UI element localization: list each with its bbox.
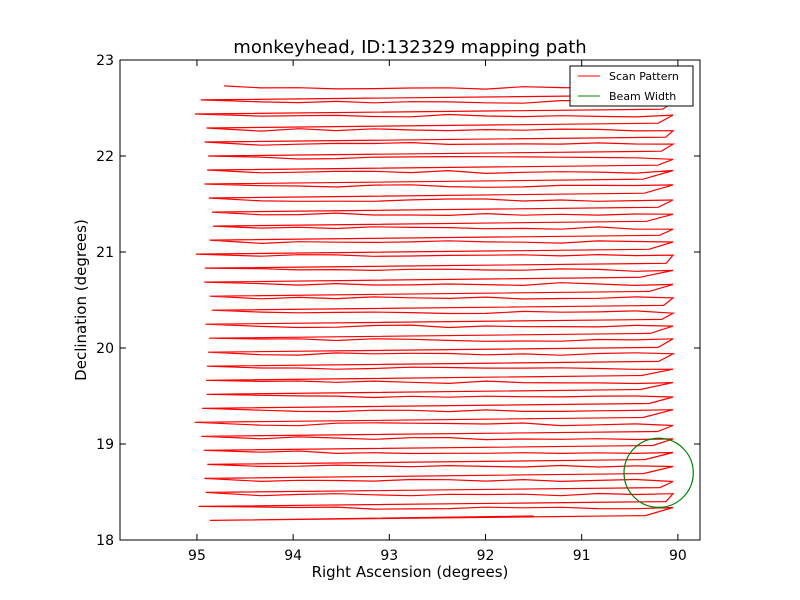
x-tick-label: 92 [477, 548, 495, 564]
x-tick-label: 93 [380, 548, 398, 564]
plot-area [194, 85, 694, 521]
x-tick-label: 90 [669, 548, 687, 564]
x-axis-label: Right Ascension (degrees) [312, 563, 509, 581]
legend-label-scan: Scan Pattern [609, 70, 679, 83]
legend: Scan Pattern Beam Width [569, 65, 694, 107]
x-tick-label: 95 [188, 548, 206, 564]
legend-box [569, 65, 694, 107]
y-axis: 18 19 20 21 22 23 [96, 53, 700, 549]
scan-pattern-line [194, 85, 676, 521]
x-tick-label: 94 [284, 548, 302, 564]
y-tick-label: 20 [96, 341, 114, 357]
plot-frame [119, 59, 701, 541]
y-tick-label: 22 [96, 149, 114, 165]
chart-title: monkeyhead, ID:132329 mapping path [233, 37, 586, 58]
y-tick-label: 18 [96, 533, 114, 549]
y-tick-label: 19 [96, 437, 114, 453]
legend-label-beam: Beam Width [609, 90, 676, 103]
x-tick-label: 91 [573, 548, 591, 564]
y-axis-label: Declination (degrees) [72, 219, 90, 381]
beam-width-circle [623, 437, 694, 508]
y-tick-label: 21 [96, 245, 114, 261]
y-tick-label: 23 [96, 53, 114, 69]
x-axis: 95 94 93 92 91 90 [188, 60, 687, 564]
